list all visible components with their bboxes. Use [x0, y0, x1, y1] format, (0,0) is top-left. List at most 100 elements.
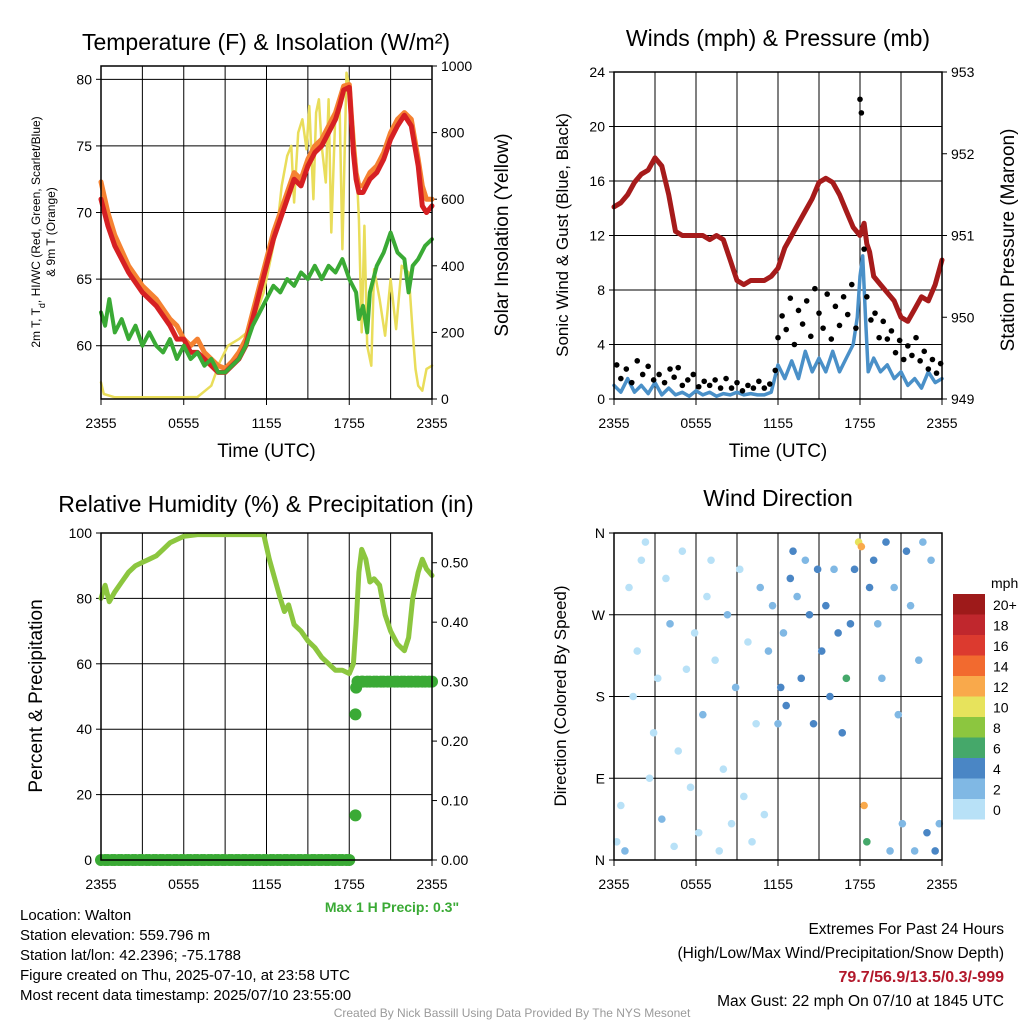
gust-point [679, 382, 686, 389]
y-tick-label: 80 [76, 590, 92, 606]
gust-point [864, 294, 870, 300]
latlon-text: Station lat/lon: 42.2396; -75.1788 [20, 947, 242, 964]
gust-point [756, 378, 762, 385]
direction-point [878, 674, 886, 683]
gust-point [803, 298, 810, 304]
direction-point [779, 629, 788, 637]
direction-point [935, 819, 944, 828]
wind-direction-panel: N E S W N 2355 0555 1155 1755 2355 Wind Direction D… [551, 485, 1018, 892]
gust-point [772, 367, 779, 374]
gust-point [857, 96, 863, 103]
gust-point [880, 318, 887, 325]
gust-point [896, 337, 903, 344]
direction-point [748, 838, 756, 846]
y2-tick-label: 200 [441, 324, 465, 340]
gust-point [728, 385, 735, 391]
gust-point [828, 336, 835, 342]
plot-border [100, 532, 433, 861]
chart-title: Winds (mph) & Pressure (mb) [626, 25, 930, 51]
direction-point [776, 683, 785, 692]
direction-point [711, 656, 719, 664]
series-line [612, 254, 944, 399]
y2-tick-label: 951 [951, 228, 975, 244]
direction-point [931, 847, 939, 855]
gust-point [808, 333, 814, 340]
direction-point [822, 601, 830, 610]
direction-point [768, 601, 777, 610]
gust-point [795, 307, 802, 314]
direction-point [886, 847, 894, 855]
gust-point [872, 310, 878, 316]
gust-point [734, 379, 740, 386]
direction-point [890, 583, 898, 592]
direction-point [756, 583, 765, 592]
direction-point [662, 574, 670, 583]
extremes-heading: Extremes For Past 24 Hours [808, 921, 1004, 938]
y-tick-label: 70 [76, 205, 92, 221]
elevation-text: Station elevation: 559.796 m [20, 927, 211, 944]
x-tick-label: 1155 [763, 876, 793, 892]
gust-point [661, 379, 668, 386]
direction-point [919, 538, 927, 546]
direction-point [846, 620, 855, 628]
y-tick-label: 100 [69, 525, 93, 541]
created-text: Figure created on Thu, 2025-07-10, at 23… [20, 967, 350, 984]
direction-point [629, 692, 637, 701]
y-tick-label: 12 [589, 228, 605, 244]
legend-label: 4 [993, 761, 1001, 777]
direction-point [699, 710, 707, 719]
direction-point [923, 828, 931, 837]
y-tick-label: S [596, 689, 605, 705]
direction-point [666, 620, 674, 628]
y2-tick-label: 953 [951, 64, 975, 80]
plot-border [100, 65, 433, 400]
gust-point [613, 362, 620, 368]
direction-point [838, 729, 847, 737]
direction-point [863, 838, 871, 846]
y2-tick-label: 949 [951, 391, 975, 407]
series-line [99, 230, 434, 375]
y2-tick-label: 950 [951, 309, 975, 325]
gust-point [750, 385, 757, 391]
direction-point [789, 547, 797, 555]
x-tick-label: 1155 [763, 415, 793, 431]
direction-point [902, 547, 911, 555]
recent-timestamp-text: Most recent data timestamp: 2025/07/10 2… [20, 987, 352, 1004]
gust-point [690, 371, 697, 378]
y-tick-label: 16 [589, 173, 605, 189]
direction-point [805, 610, 814, 619]
gust-point [671, 374, 677, 381]
direction-point [731, 683, 740, 692]
direction-point [617, 801, 625, 810]
y2-tick-label: 0.00 [441, 852, 468, 868]
gust-point [675, 364, 682, 371]
gust-point [618, 375, 624, 382]
x-tick-label: 0555 [680, 876, 711, 892]
direction-point [860, 801, 868, 810]
legend-swatch [953, 635, 985, 656]
gust-point [853, 325, 859, 331]
legend-swatch [953, 696, 985, 717]
y-tick-label: 20 [589, 119, 605, 135]
gust-point [905, 343, 911, 349]
y-tick-label: 80 [76, 71, 92, 87]
direction-point [682, 665, 691, 674]
gust-point [791, 341, 798, 348]
gust-point [667, 366, 673, 372]
series-line [98, 532, 435, 677]
direction-point [694, 828, 703, 837]
y2-tick-label: 800 [441, 125, 465, 141]
y2-tick-label: 0.40 [441, 614, 468, 630]
gust-point [858, 110, 865, 116]
gust-point [892, 349, 899, 356]
y-axis-label: 2m T, Td, HI/WC (Red, Green, Scarlet/Blu… [29, 116, 47, 347]
direction-point [830, 565, 838, 574]
legend-swatch [953, 614, 985, 635]
gust-point [921, 348, 928, 355]
gust-point [816, 310, 822, 316]
direction-point [740, 792, 748, 801]
direction-point [764, 647, 773, 655]
legend-swatch [953, 676, 985, 697]
legend-swatch [953, 799, 985, 820]
winds-pressure-panel: 0 4 8 12 16 20 24 949 950 951 952 953 2355 0555 1155 17… [553, 25, 1019, 462]
